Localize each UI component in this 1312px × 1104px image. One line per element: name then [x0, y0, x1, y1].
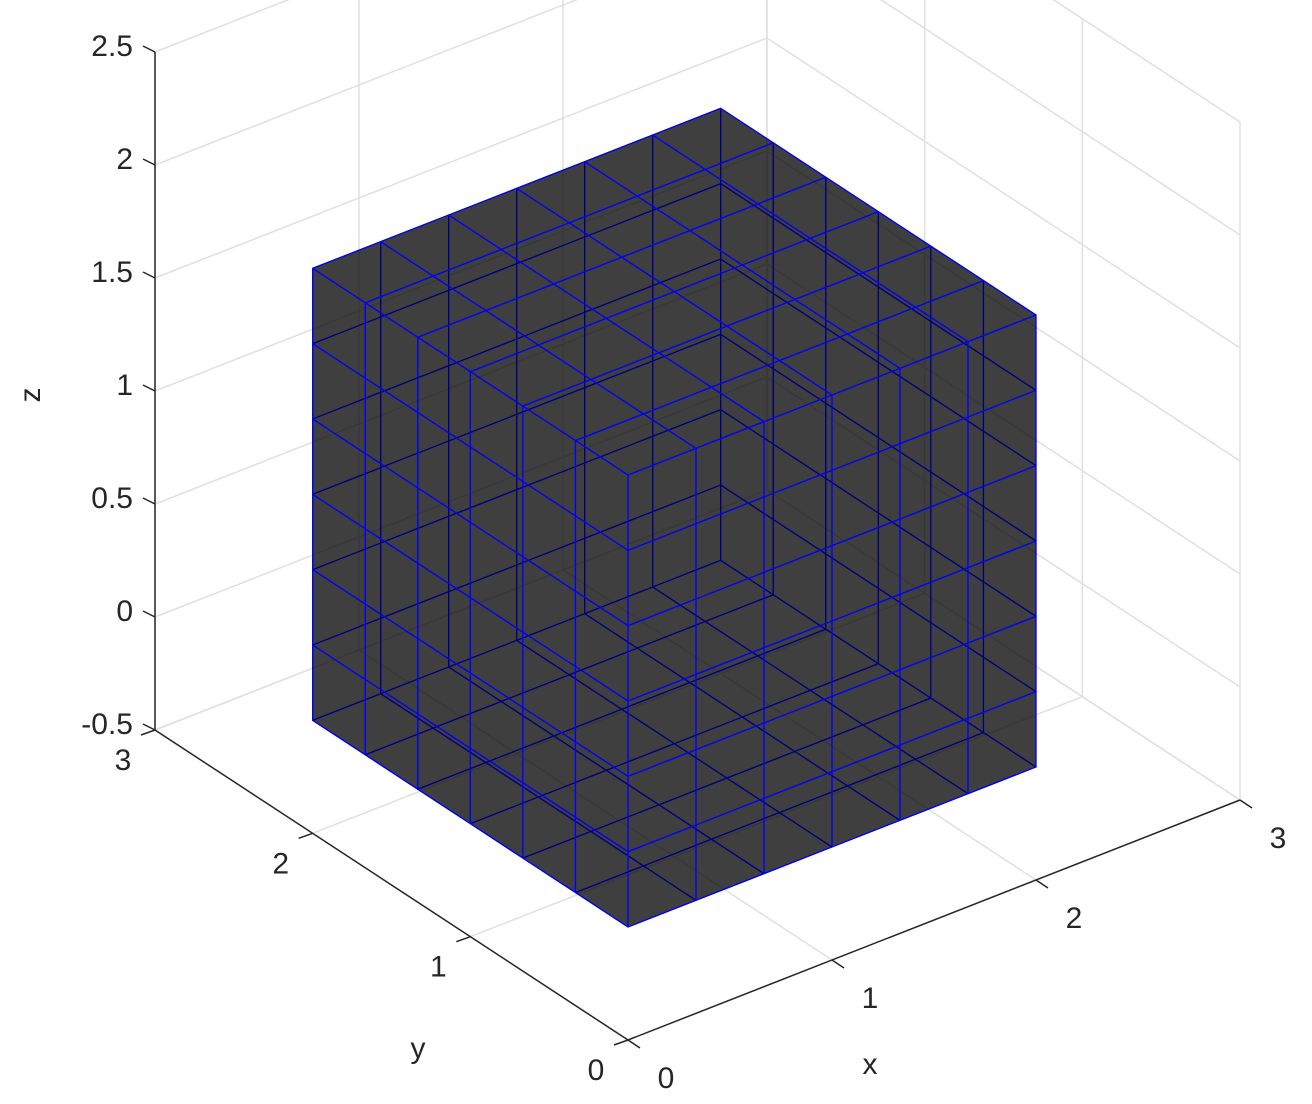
- x-tick-label: 1: [862, 982, 879, 1015]
- grid-line: [154, 37, 768, 279]
- z-tick-label: -0.5: [81, 708, 133, 741]
- z-tick-label: 0: [116, 595, 133, 628]
- z-tick: [142, 497, 156, 505]
- y-tick-label: 1: [430, 951, 447, 984]
- mesh-face: [574, 413, 697, 476]
- x-tick: [831, 959, 845, 969]
- y-axis-label: y: [411, 1032, 426, 1065]
- z-tick: [142, 723, 156, 731]
- x-tick-label: 3: [1270, 822, 1287, 855]
- z-tick: [142, 610, 156, 618]
- y-axis: [154, 729, 629, 1041]
- z-tick: [142, 271, 156, 279]
- z-tick-label: 1: [116, 369, 133, 402]
- x-tick: [1239, 799, 1253, 809]
- z-tick-label: 0.5: [91, 482, 133, 515]
- z-axis-label: z: [14, 388, 47, 403]
- grid-line: [766, 37, 1241, 349]
- z-tick: [142, 45, 156, 53]
- grid-line: [1052, 0, 1241, 123]
- grid-line: [880, 0, 1241, 236]
- x-axis-label: x: [863, 1048, 878, 1081]
- x-tick: [627, 1039, 641, 1049]
- y-tick: [456, 935, 471, 943]
- x-tick-label: 2: [1066, 902, 1083, 935]
- x-axis: [627, 799, 1241, 1041]
- z-tick-label: 2: [116, 143, 133, 176]
- grid-line: [154, 0, 290, 53]
- y-tick-label: 0: [588, 1054, 605, 1087]
- y-tick: [140, 729, 156, 736]
- z-tick: [142, 158, 156, 166]
- y-tick-label: 3: [115, 744, 132, 777]
- x-tick-label: 0: [658, 1062, 675, 1095]
- grid-line: [154, 0, 578, 166]
- z-tick: [142, 384, 156, 392]
- z-tick-label: 2.5: [91, 30, 133, 63]
- y-tick: [613, 1039, 629, 1046]
- y-tick: [298, 832, 313, 840]
- x-tick: [1035, 879, 1049, 889]
- z-tick-label: 1.5: [91, 256, 133, 289]
- y-tick-label: 2: [272, 847, 289, 880]
